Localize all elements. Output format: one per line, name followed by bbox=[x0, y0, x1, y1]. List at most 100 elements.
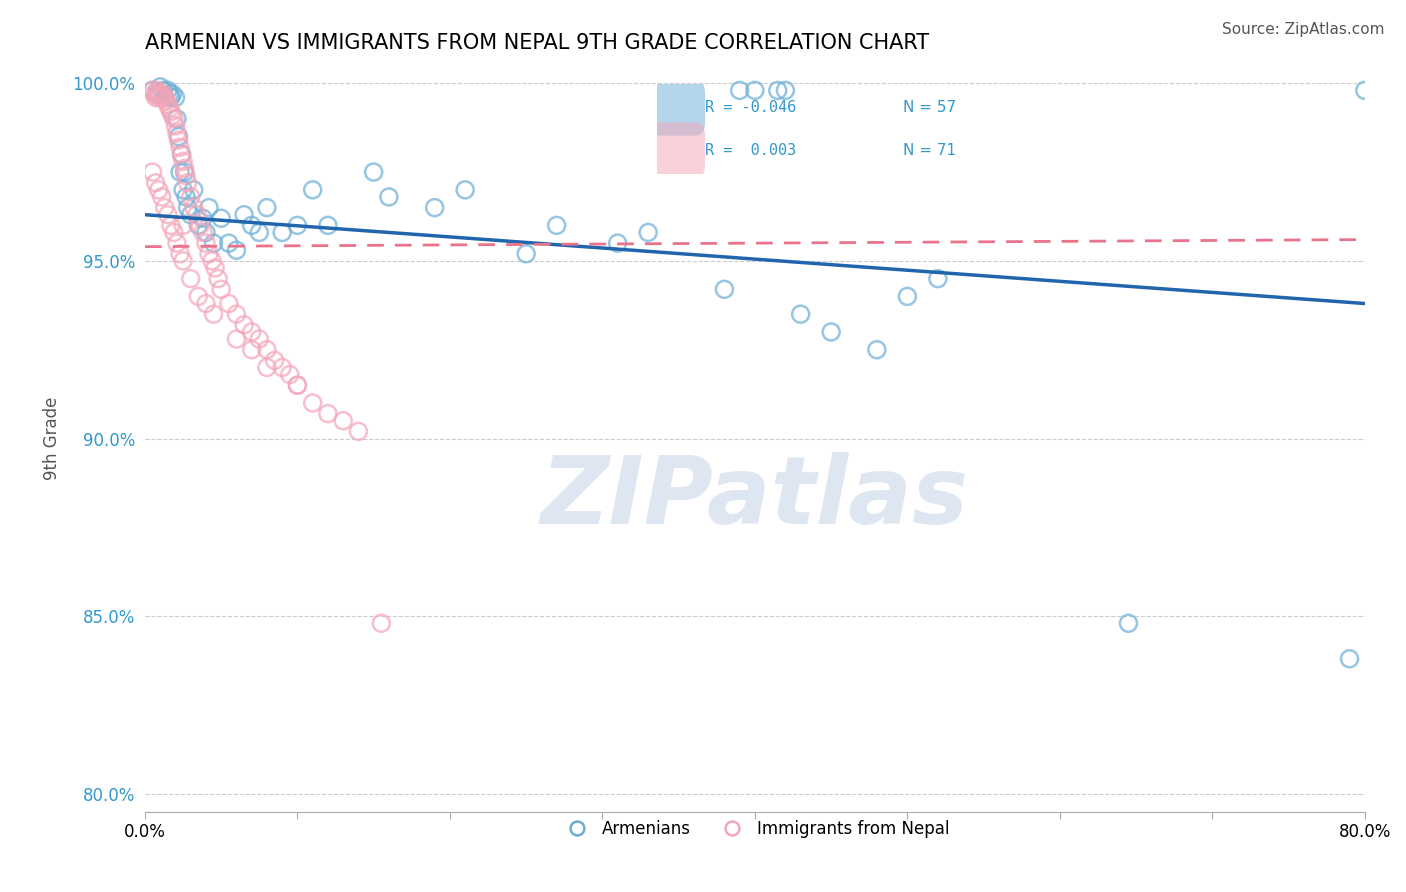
Point bbox=[256, 343, 278, 357]
Point bbox=[149, 87, 172, 101]
Point bbox=[162, 87, 184, 101]
Point bbox=[378, 190, 401, 204]
Point bbox=[180, 271, 202, 285]
Point bbox=[316, 219, 339, 233]
Point bbox=[180, 190, 202, 204]
Point bbox=[233, 208, 256, 222]
Point bbox=[169, 247, 191, 261]
Point bbox=[728, 83, 751, 97]
Point bbox=[316, 407, 339, 421]
Point bbox=[606, 236, 628, 251]
Point bbox=[156, 97, 179, 112]
Point bbox=[233, 318, 256, 332]
Point bbox=[153, 90, 176, 104]
Point bbox=[183, 183, 205, 197]
Point bbox=[172, 183, 194, 197]
Point bbox=[454, 183, 477, 197]
Point bbox=[146, 87, 169, 101]
Point bbox=[183, 201, 205, 215]
Point bbox=[218, 296, 240, 310]
Point bbox=[271, 360, 294, 375]
Point bbox=[157, 87, 180, 101]
Point bbox=[170, 147, 193, 161]
Point bbox=[347, 425, 370, 439]
Point bbox=[166, 236, 188, 251]
Point bbox=[332, 414, 354, 428]
Point bbox=[370, 616, 392, 631]
Point bbox=[160, 219, 183, 233]
Point bbox=[163, 226, 186, 240]
Point bbox=[1339, 652, 1361, 666]
Point bbox=[225, 332, 247, 346]
Point bbox=[156, 83, 179, 97]
Point bbox=[148, 90, 170, 104]
Point bbox=[896, 289, 918, 303]
Point bbox=[145, 176, 167, 190]
Point bbox=[153, 201, 176, 215]
Point bbox=[515, 247, 537, 261]
Point bbox=[160, 104, 183, 119]
Point bbox=[170, 147, 193, 161]
Point bbox=[153, 90, 176, 104]
Text: ARMENIAN VS IMMIGRANTS FROM NEPAL 9TH GRADE CORRELATION CHART: ARMENIAN VS IMMIGRANTS FROM NEPAL 9TH GR… bbox=[145, 33, 929, 53]
Point bbox=[166, 112, 188, 126]
Point bbox=[150, 90, 173, 104]
Point bbox=[287, 378, 309, 392]
Point bbox=[240, 219, 263, 233]
Point bbox=[167, 129, 190, 144]
Point bbox=[163, 112, 186, 126]
Point bbox=[209, 211, 232, 226]
Point bbox=[187, 289, 209, 303]
Point bbox=[169, 165, 191, 179]
Point bbox=[198, 247, 221, 261]
Point bbox=[363, 165, 385, 179]
Point bbox=[160, 90, 183, 104]
Point bbox=[866, 343, 889, 357]
Point bbox=[191, 211, 214, 226]
Point bbox=[173, 165, 195, 179]
Point bbox=[198, 201, 221, 215]
Point bbox=[173, 161, 195, 176]
Point bbox=[637, 226, 659, 240]
Point bbox=[157, 101, 180, 115]
Point bbox=[263, 353, 285, 368]
Point bbox=[271, 226, 294, 240]
Point bbox=[225, 244, 247, 258]
Point bbox=[165, 119, 187, 133]
Point bbox=[150, 190, 173, 204]
Point bbox=[194, 296, 217, 310]
Point bbox=[744, 83, 766, 97]
Point bbox=[247, 332, 270, 346]
Point bbox=[194, 236, 217, 251]
Point bbox=[148, 183, 170, 197]
Point bbox=[301, 396, 323, 410]
Point bbox=[202, 307, 225, 321]
Point bbox=[187, 219, 209, 233]
Point bbox=[155, 94, 177, 108]
Point bbox=[142, 83, 165, 97]
Point bbox=[180, 208, 202, 222]
Point bbox=[186, 208, 208, 222]
Point bbox=[201, 253, 224, 268]
Point bbox=[167, 133, 190, 147]
Point bbox=[152, 87, 174, 101]
Point bbox=[287, 378, 309, 392]
Point bbox=[172, 154, 194, 169]
Point bbox=[256, 360, 278, 375]
Point bbox=[152, 83, 174, 97]
Point bbox=[1354, 83, 1376, 97]
Point bbox=[820, 325, 842, 339]
Text: ZIPatlas: ZIPatlas bbox=[541, 452, 969, 544]
Point bbox=[218, 236, 240, 251]
Point bbox=[209, 282, 232, 296]
Point bbox=[546, 219, 568, 233]
Point bbox=[146, 83, 169, 97]
Point bbox=[188, 219, 211, 233]
Point bbox=[247, 226, 270, 240]
Point bbox=[146, 87, 169, 101]
Point bbox=[256, 201, 278, 215]
Point bbox=[176, 201, 198, 215]
Legend: Armenians, Immigrants from Nepal: Armenians, Immigrants from Nepal bbox=[554, 813, 956, 844]
Point bbox=[287, 219, 309, 233]
Point bbox=[713, 282, 735, 296]
